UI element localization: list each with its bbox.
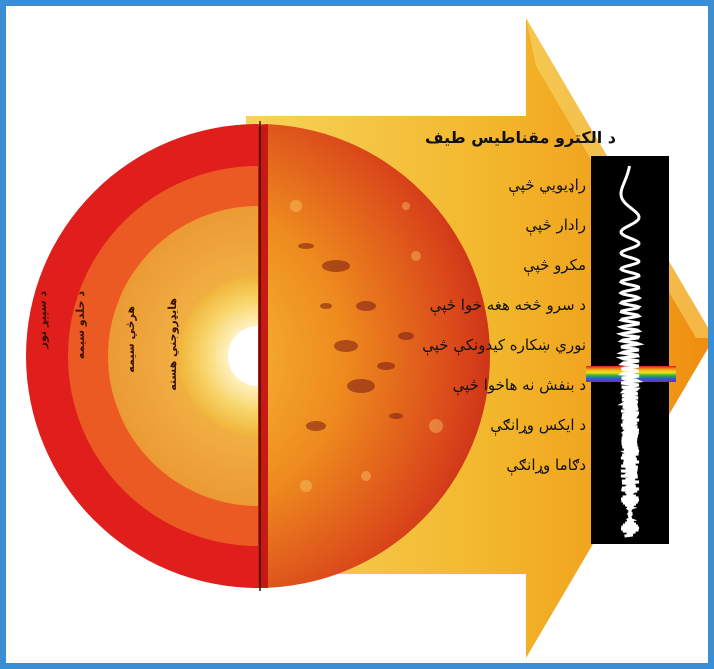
spectrum-item: د سرو څخه هغه خوا څپې xyxy=(429,296,586,314)
spectrum-item: د بنفش نه هاخوا څپې xyxy=(452,376,586,394)
spectrum-title: د الکترو مقناطیس طیف xyxy=(425,128,616,147)
sun-surface xyxy=(258,124,490,588)
sun-cutaway xyxy=(26,124,258,588)
spectrum-item: دګاما وړانګې xyxy=(506,456,586,474)
layer-label: د حلدو سیمه xyxy=(74,291,87,360)
spectrum-item: د ایکس وړانګې xyxy=(490,416,586,434)
wave-line xyxy=(615,165,645,538)
spectrum-item: راډيويي څپې xyxy=(508,176,586,194)
layer-label: د سپېړ نور xyxy=(36,291,49,349)
diagram-canvas xyxy=(26,18,708,658)
layer-label: هايډروجني هسته xyxy=(166,298,179,391)
spectrum-item: رادار څپې xyxy=(525,216,586,234)
spectrum-item: نوري ښکاره کیدونکې څپې xyxy=(422,336,586,354)
spectrum-item: مکرو څپې xyxy=(523,256,586,274)
layer-label: هرڅي سیمه xyxy=(124,306,137,373)
